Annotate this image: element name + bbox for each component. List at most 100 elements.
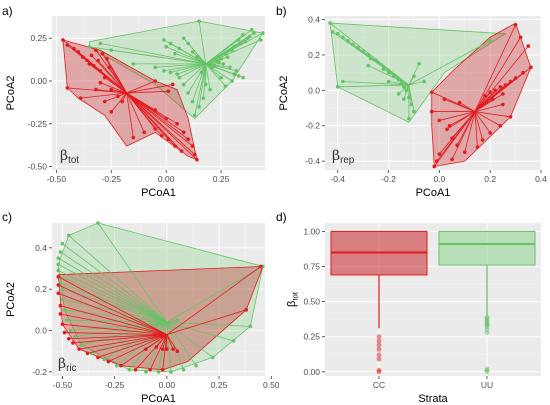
data-point-UU [234,68,239,73]
data-point-UU [60,287,65,291]
spider-line [166,309,247,336]
data-point-UU [330,30,335,34]
spider-line [166,46,206,65]
spider-line [170,63,206,73]
spider-line [474,104,503,112]
spider-line [203,63,207,99]
data-point-CC [437,118,442,123]
spider-line [108,67,127,94]
data-point-UU [488,38,492,43]
spider-line [166,334,174,350]
data-point-CC [170,82,175,87]
spider-line [464,111,476,153]
data-point-UU [335,31,340,36]
data-point-CC [165,347,169,351]
data-point-UU [230,79,234,83]
data-point-CC [107,65,111,70]
data-point-CC [529,65,533,70]
spider-line [398,79,410,86]
data-point-UU [131,62,136,66]
data-point-CC [192,152,197,157]
data-point-UU [154,322,159,327]
spider-line [126,80,156,94]
data-point-CC [450,136,454,140]
data-point-CC [72,46,76,51]
y-tick-label: 0.2 [35,284,47,294]
spider-line [205,39,261,65]
data-point-UU [366,63,371,68]
outlier-point [484,366,490,372]
spider-line [58,284,168,336]
spider-line [194,63,207,116]
spider-line [187,63,207,94]
spider-line [205,39,239,65]
data-point-UU [368,56,373,61]
spider-line [126,92,156,130]
data-point-CC [508,79,513,84]
spider-line [74,321,167,338]
data-point-CC [153,127,158,131]
spider-line [439,111,476,155]
spider-line [104,92,127,102]
y-axis-label: PCoA2 [5,282,17,317]
data-point-UU [409,102,414,107]
data-point-CC [66,336,71,341]
data-point-CC [120,99,125,104]
data-point-UU [62,308,67,312]
spider-line [126,92,189,140]
data-point-CC [85,58,89,63]
data-point-CC [119,363,123,368]
spider-line [474,98,493,112]
data-point-CC [490,97,495,101]
data-point-CC [85,351,90,356]
data-point-UU [243,39,248,44]
spider-line [126,92,169,140]
data-point-UU [186,41,190,46]
data-point-UU [177,46,182,51]
spider-line [58,263,168,323]
data-point-UU [73,334,77,339]
spider-line [128,321,168,371]
data-point-UU [173,51,177,56]
panel-3: -0.2 0.0 0.2 0.4 -0.50 -0.25 0.00 0.25 0.50 PCoA1… [2,210,280,405]
data-point-UU [232,45,237,49]
data-point-UU [239,41,243,46]
spider-line [58,292,167,336]
data-point-CC [100,51,105,56]
data-point-CC [445,127,449,132]
data-point-CC [153,79,158,83]
data-point-UU [190,99,195,104]
data-point-UU [396,92,401,96]
x-axis-label: PCoA1 [416,187,451,199]
data-point-UU [422,79,426,84]
spider-line [198,63,207,107]
data-point-UU [245,36,250,41]
panel-background [52,16,265,170]
data-point-UU [66,233,71,238]
data-point-UU [366,53,371,57]
data-point-CC [498,123,503,128]
data-point-CC [447,123,452,128]
spider-line [68,334,167,340]
data-point-CC [442,97,447,101]
data-point-UU [56,268,61,273]
data-point-CC [65,43,70,47]
y-tick-label: 0.4 [35,243,47,253]
data-point-CC [501,92,505,96]
data-point-UU [169,370,173,374]
data-point-UU [98,41,103,46]
spider-line [166,321,214,358]
data-point-UU [407,116,411,121]
data-point-CC [190,144,195,148]
hull-UU [329,22,507,123]
x-tick-label: -0.2 [381,174,396,184]
spider-line [187,43,207,65]
spider-line [166,322,184,370]
data-point-UU [199,70,204,75]
data-point-CC [102,75,107,80]
spider-line [145,334,168,350]
y-tick-label: 0.75 [303,262,320,272]
data-point-UU [219,75,223,80]
x-tick-label: 0.50 [263,380,280,390]
outlier-point [376,342,382,348]
